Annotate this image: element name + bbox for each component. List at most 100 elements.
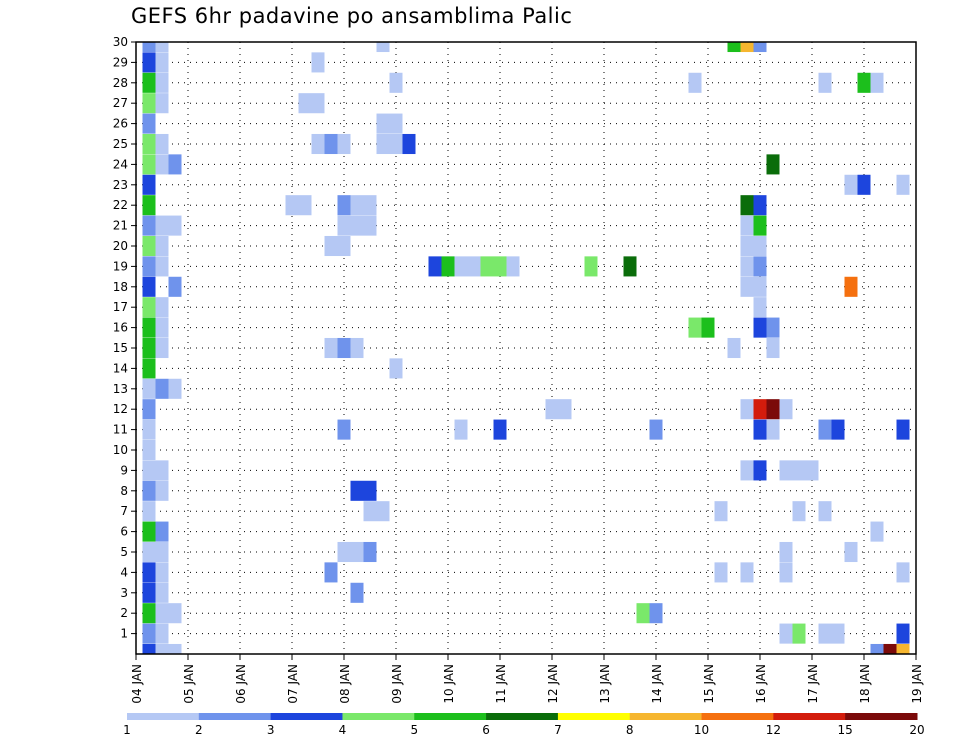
- heatmap-cell: [740, 42, 754, 53]
- heatmap-cell: [779, 460, 793, 481]
- y-tick-label: 29: [113, 55, 128, 69]
- heatmap-cell: [740, 399, 754, 420]
- heatmap-cell: [142, 42, 156, 53]
- heatmap-cell: [792, 460, 806, 481]
- heatmap-cell: [142, 235, 156, 257]
- heatmap-cell: [896, 562, 910, 583]
- heatmap-cell: [324, 133, 338, 155]
- x-tick-label: 14 JAN: [650, 664, 664, 704]
- y-tick-label: 19: [113, 259, 128, 273]
- heatmap-cell: [337, 337, 351, 359]
- heatmap-cell: [168, 215, 182, 236]
- heatmap-cell: [337, 419, 351, 440]
- x-tick-label: 16 JAN: [754, 664, 768, 704]
- heatmap-cell: [558, 399, 572, 420]
- heatmap-cell: [350, 337, 364, 359]
- heatmap-cell: [311, 133, 325, 155]
- heatmap-cell: [142, 521, 156, 542]
- heatmap-cell: [493, 256, 507, 277]
- y-tick-label: 23: [113, 178, 128, 192]
- x-tick-label: 08 JAN: [338, 664, 352, 704]
- x-tick-label: 19 JAN: [910, 664, 924, 704]
- heatmap-cell: [389, 72, 403, 93]
- heatmap-cell: [831, 623, 845, 644]
- heatmap-cell: [402, 133, 416, 155]
- heatmap-cell: [636, 603, 650, 624]
- heatmap-cell: [727, 337, 741, 359]
- heatmap-cell: [389, 358, 403, 379]
- heatmap-cell: [857, 72, 871, 93]
- heatmap-cell: [155, 582, 169, 603]
- x-tick-label: 06 JAN: [234, 664, 248, 704]
- heatmap-cell: [766, 154, 780, 175]
- colorbar-segment: [486, 713, 559, 720]
- heatmap-cell: [779, 399, 793, 420]
- colorbar-segment: [270, 713, 343, 720]
- heatmap-cell: [649, 603, 663, 624]
- heatmap-cell: [142, 297, 156, 318]
- x-axis: 04 JAN 05 JAN 06 JAN 07 JAN 08 JAN 09 JAN 10 J…: [130, 654, 924, 704]
- x-tick-label: 15 JAN: [702, 664, 716, 704]
- heatmap-cell: [506, 256, 520, 277]
- heatmap-cell: [389, 113, 403, 134]
- heatmap-cell: [142, 215, 156, 236]
- heatmap-cell: [740, 235, 754, 257]
- y-tick-label: 30: [113, 35, 128, 49]
- heatmap-cell: [844, 276, 858, 297]
- heatmap-cell: [168, 378, 182, 399]
- colorbar-label: 1: [123, 723, 131, 737]
- heatmap-cell: [753, 276, 767, 297]
- heatmap-cell: [142, 603, 156, 624]
- heatmap-cell: [584, 256, 598, 277]
- heatmap-cell: [311, 93, 325, 114]
- heatmap-cell: [818, 72, 832, 93]
- heatmap-cell: [337, 195, 351, 216]
- heatmap-cell: [324, 562, 338, 583]
- heatmap-cell: [896, 174, 910, 195]
- y-tick-label: 3: [120, 586, 128, 600]
- colorbar-label: 3: [267, 723, 275, 737]
- heatmap-cell: [142, 72, 156, 93]
- heatmap-cell: [363, 195, 377, 216]
- y-tick-label: 15: [113, 341, 128, 355]
- heatmap-cell: [831, 419, 845, 440]
- heatmap-cell: [766, 419, 780, 440]
- heatmap-cell: [142, 643, 156, 654]
- x-tick-label: 10 JAN: [442, 664, 456, 704]
- y-tick-label: 12: [113, 402, 128, 416]
- heatmap-cell: [142, 480, 156, 501]
- heatmap-cell: [350, 480, 364, 501]
- heatmap-cell: [155, 52, 169, 73]
- heatmap-cell: [155, 42, 169, 53]
- heatmap-cell: [389, 133, 403, 155]
- colorbar-segment: [773, 713, 846, 720]
- heatmap-cell: [467, 256, 481, 277]
- heatmap-cell: [701, 317, 715, 338]
- heatmap-cell: [142, 133, 156, 155]
- y-tick-label: 20: [113, 239, 128, 253]
- y-tick-label: 22: [113, 198, 128, 212]
- x-tick-label: 04 JAN: [130, 664, 144, 704]
- colorbar-segment: [342, 713, 415, 720]
- heatmap-cell: [688, 317, 702, 338]
- heatmap-cell: [142, 378, 156, 399]
- heatmap-cell: [363, 541, 377, 563]
- heatmap-cell: [753, 195, 767, 216]
- heatmap-cell: [155, 337, 169, 359]
- heatmap-cell: [324, 235, 338, 257]
- heatmap-cell: [740, 276, 754, 297]
- heatmap-cell: [818, 623, 832, 644]
- heatmap-cell: [740, 215, 754, 236]
- heatmap-cell: [142, 419, 156, 440]
- colorbar-segment: [127, 713, 200, 720]
- heatmap-cell: [376, 42, 390, 53]
- y-tick-label: 4: [120, 565, 128, 579]
- heatmap-cell: [441, 256, 455, 277]
- heatmap-cell: [155, 460, 169, 481]
- heatmap-cell: [142, 562, 156, 583]
- heatmap-cell: [727, 42, 741, 53]
- y-tick-label: 10: [113, 443, 128, 457]
- heatmap-cell: [376, 501, 390, 522]
- heatmap-cell: [168, 154, 182, 175]
- colorbar-segment: [198, 713, 272, 720]
